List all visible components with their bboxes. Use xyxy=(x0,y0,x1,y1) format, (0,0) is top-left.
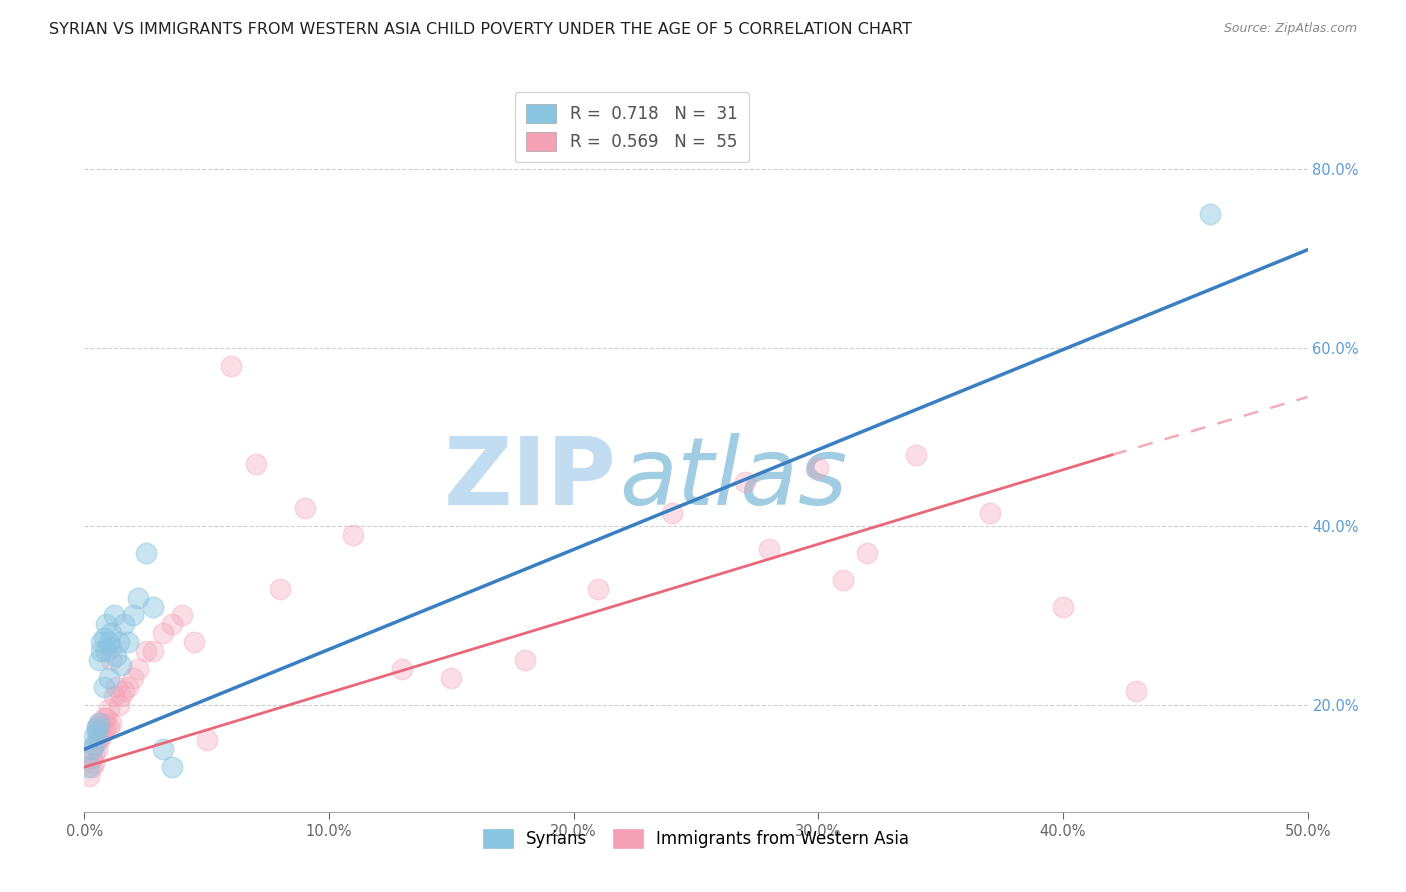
Point xyxy=(152,626,174,640)
Point xyxy=(103,608,125,623)
Point xyxy=(77,760,100,774)
Point xyxy=(856,546,879,560)
Point xyxy=(93,680,115,694)
Point xyxy=(96,644,118,658)
Point xyxy=(86,742,108,756)
Point xyxy=(96,617,118,632)
Point xyxy=(86,720,108,734)
Point xyxy=(97,720,120,734)
Point xyxy=(105,648,128,663)
Point xyxy=(112,617,135,632)
Point xyxy=(117,635,139,649)
Point xyxy=(90,729,112,743)
Point xyxy=(112,684,135,698)
Point xyxy=(90,635,112,649)
Point xyxy=(294,501,316,516)
Point xyxy=(83,738,105,752)
Point xyxy=(83,756,105,770)
Text: Source: ZipAtlas.com: Source: ZipAtlas.com xyxy=(1223,22,1357,36)
Point xyxy=(83,729,105,743)
Point xyxy=(135,546,157,560)
Point xyxy=(103,689,125,703)
Point xyxy=(127,591,149,605)
Text: SYRIAN VS IMMIGRANTS FROM WESTERN ASIA CHILD POVERTY UNDER THE AGE OF 5 CORRELAT: SYRIAN VS IMMIGRANTS FROM WESTERN ASIA C… xyxy=(49,22,912,37)
Point xyxy=(807,461,830,475)
Point xyxy=(152,742,174,756)
Point xyxy=(90,720,112,734)
Point xyxy=(80,760,103,774)
Point xyxy=(83,747,105,761)
Point xyxy=(172,608,194,623)
Text: atlas: atlas xyxy=(619,434,848,524)
Point xyxy=(1198,207,1220,221)
Point xyxy=(142,599,165,614)
Point xyxy=(183,635,205,649)
Point xyxy=(162,760,184,774)
Point xyxy=(122,671,145,685)
Point xyxy=(93,631,115,645)
Point xyxy=(734,475,756,489)
Point xyxy=(96,720,118,734)
Point xyxy=(162,617,184,632)
Point xyxy=(586,582,609,596)
Point xyxy=(93,724,115,739)
Point xyxy=(219,359,242,373)
Point xyxy=(105,680,128,694)
Point xyxy=(142,644,165,658)
Point xyxy=(1052,599,1074,614)
Point xyxy=(440,671,463,685)
Point xyxy=(87,715,110,730)
Point xyxy=(93,711,115,725)
Point xyxy=(86,720,108,734)
Point xyxy=(97,671,120,685)
Point xyxy=(391,662,413,676)
Point xyxy=(195,733,218,747)
Point xyxy=(86,733,108,747)
Point xyxy=(97,635,120,649)
Point xyxy=(269,582,291,596)
Point xyxy=(127,662,149,676)
Text: ZIP: ZIP xyxy=(443,433,616,524)
Point xyxy=(107,635,129,649)
Point xyxy=(831,573,853,587)
Point xyxy=(87,724,110,739)
Point xyxy=(110,657,132,672)
Point xyxy=(87,653,110,667)
Point xyxy=(342,528,364,542)
Point xyxy=(90,644,112,658)
Point xyxy=(100,653,122,667)
Point xyxy=(77,769,100,783)
Point xyxy=(135,644,157,658)
Point xyxy=(245,457,267,471)
Point xyxy=(122,608,145,623)
Point xyxy=(979,506,1001,520)
Point xyxy=(100,715,122,730)
Point xyxy=(1125,684,1147,698)
Point xyxy=(513,653,536,667)
Point xyxy=(80,751,103,765)
Point xyxy=(87,733,110,747)
Point xyxy=(86,724,108,739)
Point xyxy=(96,711,118,725)
Point xyxy=(905,448,928,462)
Point xyxy=(100,640,122,654)
Point xyxy=(661,506,683,520)
Point xyxy=(100,626,122,640)
Point xyxy=(80,742,103,756)
Point xyxy=(107,698,129,712)
Legend: Syrians, Immigrants from Western Asia: Syrians, Immigrants from Western Asia xyxy=(477,822,915,855)
Point xyxy=(97,702,120,716)
Point xyxy=(110,689,132,703)
Point xyxy=(758,541,780,556)
Point xyxy=(117,680,139,694)
Point xyxy=(87,715,110,730)
